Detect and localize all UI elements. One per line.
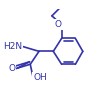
Text: O: O xyxy=(8,64,15,73)
Text: H2N: H2N xyxy=(3,42,22,51)
Text: O: O xyxy=(55,20,62,29)
Text: OH: OH xyxy=(33,73,47,82)
